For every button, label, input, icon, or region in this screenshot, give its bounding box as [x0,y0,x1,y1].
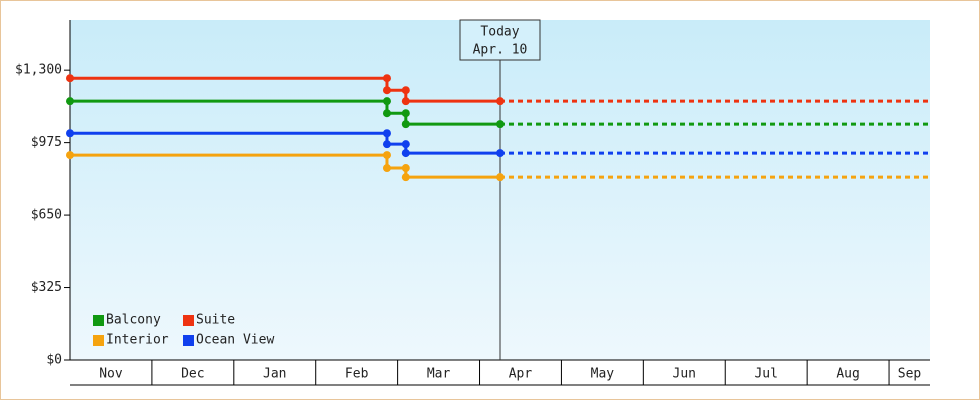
y-tick-label: $0 [46,353,62,368]
legend-label: Ocean View [196,333,274,348]
point [401,109,410,118]
series-line [70,76,500,103]
x-tick-label: May [591,367,615,382]
legend-swatch [183,315,194,326]
y-tick-label: $650 [31,208,62,223]
point [496,97,504,106]
legend-label: Balcony [106,313,161,328]
legend-swatch [93,315,104,326]
point [401,86,410,95]
legend-label: Interior [106,333,169,348]
point [496,149,504,158]
x-tick-label: Apr [509,367,533,382]
today-label: Today [480,25,519,40]
x-tick-label: Feb [345,367,369,382]
point [401,140,410,149]
x-tick-label: Jul [754,367,777,382]
series-line [70,153,500,179]
point [382,74,391,83]
point [66,129,74,138]
point [401,120,410,129]
x-tick-label: Jun [673,367,696,382]
point [382,140,391,149]
point [382,109,391,118]
y-tick-label: $975 [31,135,62,150]
point [401,173,410,182]
x-tick-label: Mar [427,367,451,382]
point [382,129,391,138]
point [382,97,391,106]
point [496,120,504,129]
point [401,164,410,173]
today-label: Apr. 10 [473,43,528,58]
point [66,151,74,160]
point [382,151,391,160]
y-tick-label: $1,300 [15,63,62,78]
x-tick-label: Nov [99,367,123,382]
x-tick-label: Dec [181,367,204,382]
y-tick-label: $325 [31,280,62,295]
legend-label: Suite [196,313,235,328]
point [401,149,410,158]
legend-swatch [183,335,194,346]
point [66,74,74,83]
point [382,164,391,173]
series-line [70,99,500,126]
point [382,86,391,95]
legend-swatch [93,335,104,346]
x-tick-label: Jan [263,367,286,382]
point [66,97,74,106]
point [496,173,504,182]
today-box [459,19,541,61]
series-line [70,131,500,155]
x-tick-label: Aug [836,367,859,382]
x-tick-label: Sep [898,367,922,382]
point [401,97,410,106]
